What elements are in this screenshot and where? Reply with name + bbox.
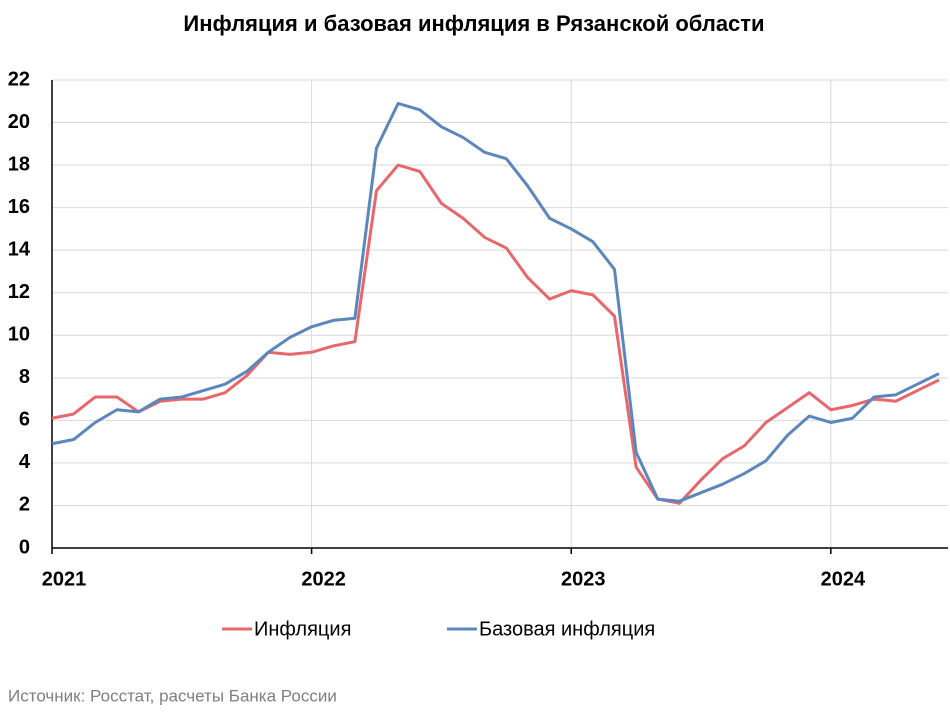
source-note: Источник: Росстат, расчеты Банка России <box>8 686 337 705</box>
x-tick-label: 2022 <box>301 568 346 590</box>
line-series <box>51 101 940 503</box>
x-tick-label: 2023 <box>561 568 606 590</box>
y-tick-label: 22 <box>8 68 30 90</box>
line-series <box>51 163 940 505</box>
y-tick-label: 8 <box>19 366 30 388</box>
y-tick-label: 6 <box>19 409 30 431</box>
y-tick-label: 20 <box>8 111 30 133</box>
legend-label: Инфляция <box>254 618 351 640</box>
y-tick-label: 10 <box>8 324 30 346</box>
x-tick-label: 2021 <box>42 568 87 590</box>
x-tick-label: 2024 <box>821 568 866 590</box>
y-tick-label: 2 <box>19 494 30 516</box>
chart-title: Инфляция и базовая инфляция в Рязанской … <box>183 11 764 36</box>
legend-label: Базовая инфляция <box>479 618 655 640</box>
y-tick-label: 12 <box>8 281 30 303</box>
y-tick-label: 14 <box>8 238 31 260</box>
y-tick-label: 18 <box>8 153 30 175</box>
y-tick-label: 0 <box>19 536 30 558</box>
y-tick-label: 4 <box>19 451 31 473</box>
y-tick-label: 16 <box>8 196 30 218</box>
